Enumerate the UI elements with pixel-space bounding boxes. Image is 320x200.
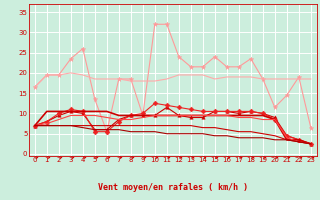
Text: Vent moyen/en rafales ( km/h ): Vent moyen/en rafales ( km/h ) <box>98 183 248 192</box>
